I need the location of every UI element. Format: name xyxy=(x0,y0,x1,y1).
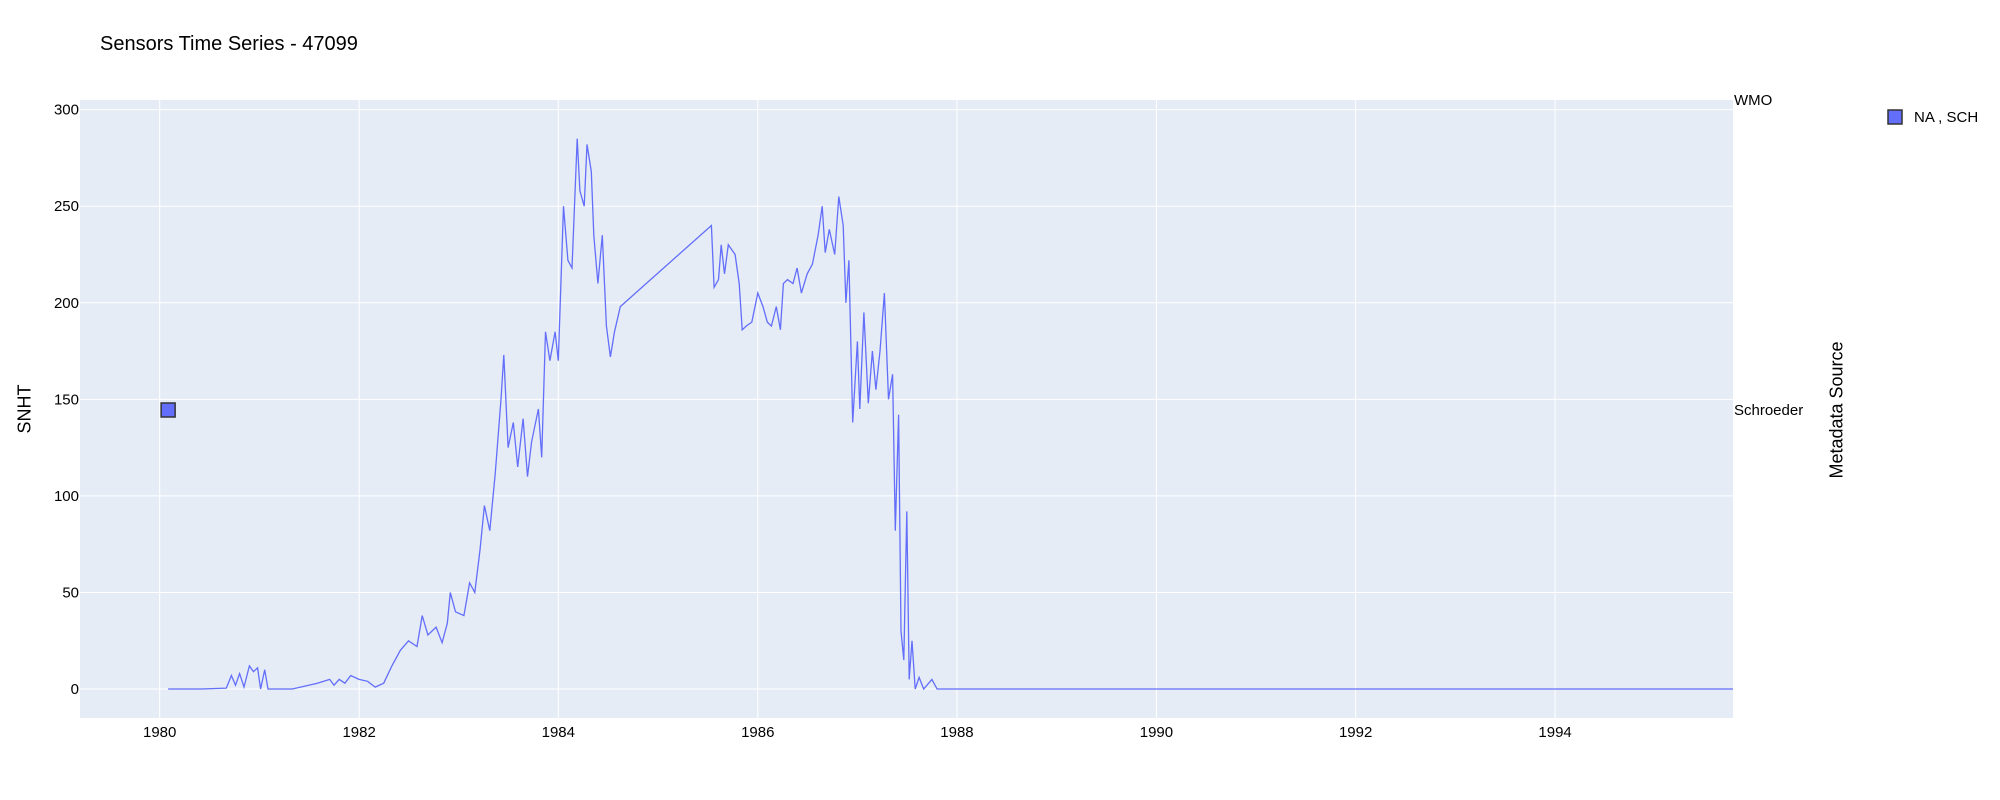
x-tick-label: 1986 xyxy=(741,724,774,741)
y2-tick-label: Schroeder xyxy=(1734,402,1803,419)
legend-label: NA , SCH xyxy=(1914,109,1978,126)
snht-series-line xyxy=(168,138,1733,691)
metadata-markers xyxy=(160,402,176,418)
metadata-marker[interactable] xyxy=(160,402,176,418)
x-tick-label: 1988 xyxy=(940,724,973,741)
y2-tick-label: WMO xyxy=(1734,92,1772,109)
chart-title: Sensors Time Series - 47099 xyxy=(100,33,358,55)
x-tick-label: 1984 xyxy=(542,724,575,741)
x-tick-label: 1994 xyxy=(1538,724,1571,741)
y-axis-label: SNHT xyxy=(14,384,34,433)
legend[interactable]: NA , SCH xyxy=(1887,109,1978,126)
y-tick-label: 0 xyxy=(71,681,79,698)
y-tick-label: 250 xyxy=(54,198,79,215)
plot-area xyxy=(80,100,1733,718)
x-tick-label: 1980 xyxy=(143,724,176,741)
x-tick-label: 1982 xyxy=(342,724,375,741)
axis-ticks: 0 50 100 150 200 250 300 1980 1982 1984 1986 1988 19… xyxy=(54,92,1803,741)
y-tick-label: 200 xyxy=(54,295,79,312)
grid xyxy=(80,100,1733,718)
y2-axis-label: Metadata Source xyxy=(1826,341,1846,478)
y-tick-label: 100 xyxy=(54,488,79,505)
y-tick-label: 50 xyxy=(62,584,79,601)
legend-swatch xyxy=(1887,109,1903,125)
y-tick-label: 150 xyxy=(54,391,79,408)
x-tick-label: 1992 xyxy=(1339,724,1372,741)
y-tick-label: 300 xyxy=(54,102,79,119)
x-tick-label: 1990 xyxy=(1140,724,1173,741)
